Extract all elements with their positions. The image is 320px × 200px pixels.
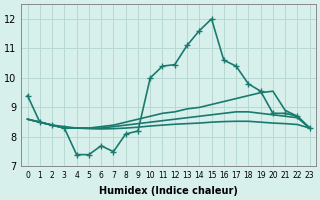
X-axis label: Humidex (Indice chaleur): Humidex (Indice chaleur) [99, 186, 238, 196]
